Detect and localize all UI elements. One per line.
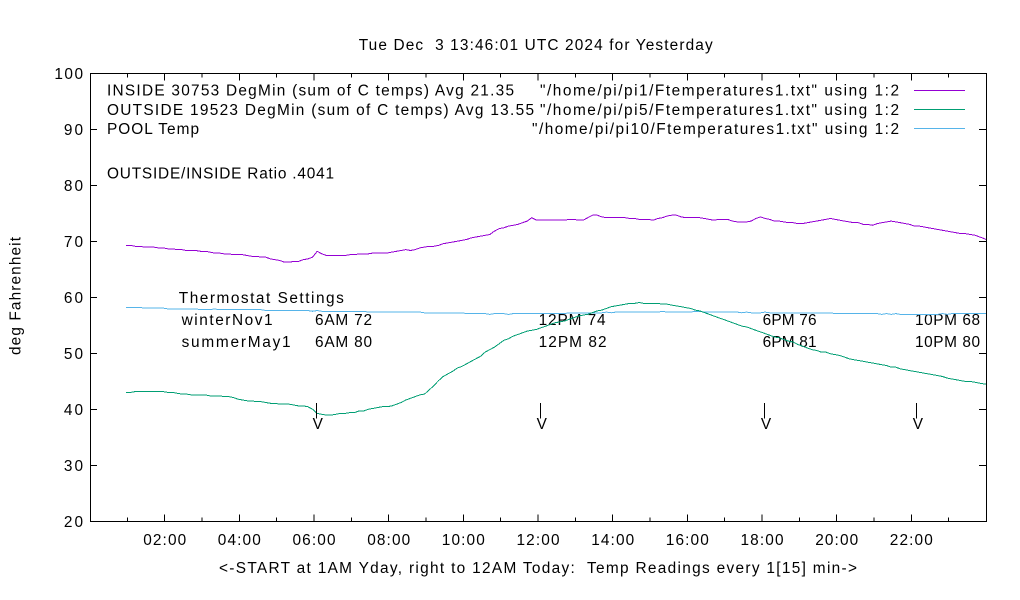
svg-text:04:00: 04:00: [218, 532, 261, 549]
svg-text:14:00: 14:00: [591, 532, 634, 549]
svg-text:18:00: 18:00: [741, 532, 784, 549]
svg-text:10:00: 10:00: [442, 532, 485, 549]
svg-text:10PM 80: 10PM 80: [915, 334, 980, 351]
svg-text:"/home/pi/pi5/Ftemperatures1.t: "/home/pi/pi5/Ftemperatures1.txt" using …: [540, 102, 899, 119]
svg-text:12PM 74: 12PM 74: [539, 312, 606, 329]
svg-text:"/home/pi/pi10/Ftemperatures1.: "/home/pi/pi10/Ftemperatures1.txt" using…: [532, 121, 899, 138]
svg-text:Thermostat Settings: Thermostat Settings: [179, 290, 344, 307]
svg-text:10PM 68: 10PM 68: [915, 312, 980, 329]
svg-text:6PM 76: 6PM 76: [763, 312, 817, 329]
svg-text:100: 100: [54, 66, 83, 83]
svg-text:winterNov1: winterNov1: [181, 312, 273, 329]
svg-text:08:00: 08:00: [367, 532, 410, 549]
svg-text:6PM 81: 6PM 81: [763, 334, 817, 351]
svg-text:V: V: [313, 416, 324, 433]
svg-text:06:00: 06:00: [293, 532, 336, 549]
svg-text:Tue Dec 3 13:46:01 UTC 2024 f: Tue Dec 3 13:46:01 UTC 2024 for Yesterda…: [359, 37, 713, 54]
svg-text:V: V: [537, 416, 548, 433]
svg-text:POOL Temp: POOL Temp: [107, 121, 199, 138]
svg-text:deg Fahrenheit: deg Fahrenheit: [8, 236, 25, 355]
svg-text:V: V: [913, 416, 924, 433]
svg-text:20:00: 20:00: [815, 532, 858, 549]
svg-text:<-START at 1AM Yday, right to: <-START at 1AM Yday, right to 12AM Today…: [219, 560, 857, 577]
svg-text:6AM 80: 6AM 80: [315, 334, 372, 351]
svg-text:12:00: 12:00: [517, 532, 560, 549]
svg-text:INSIDE 30753 DegMin (sum of C: INSIDE 30753 DegMin (sum of C temps) Avg…: [107, 83, 514, 100]
svg-text:"/home/pi/pi1/Ftemperatures1.t: "/home/pi/pi1/Ftemperatures1.txt" using …: [540, 83, 899, 100]
svg-text:6AM 72: 6AM 72: [315, 312, 372, 329]
svg-text:12PM 82: 12PM 82: [539, 334, 607, 351]
svg-text:summerMay1: summerMay1: [182, 334, 291, 351]
svg-text:02:00: 02:00: [143, 532, 186, 549]
svg-text:V: V: [761, 416, 772, 433]
svg-text:16:00: 16:00: [666, 532, 709, 549]
svg-text:OUTSIDE/INSIDE Ratio .4041: OUTSIDE/INSIDE Ratio .4041: [107, 166, 334, 183]
svg-text:OUTSIDE 19523 DegMin (sum of C: OUTSIDE 19523 DegMin (sum of C temps) Av…: [107, 102, 534, 119]
svg-text:22:00: 22:00: [890, 532, 933, 549]
